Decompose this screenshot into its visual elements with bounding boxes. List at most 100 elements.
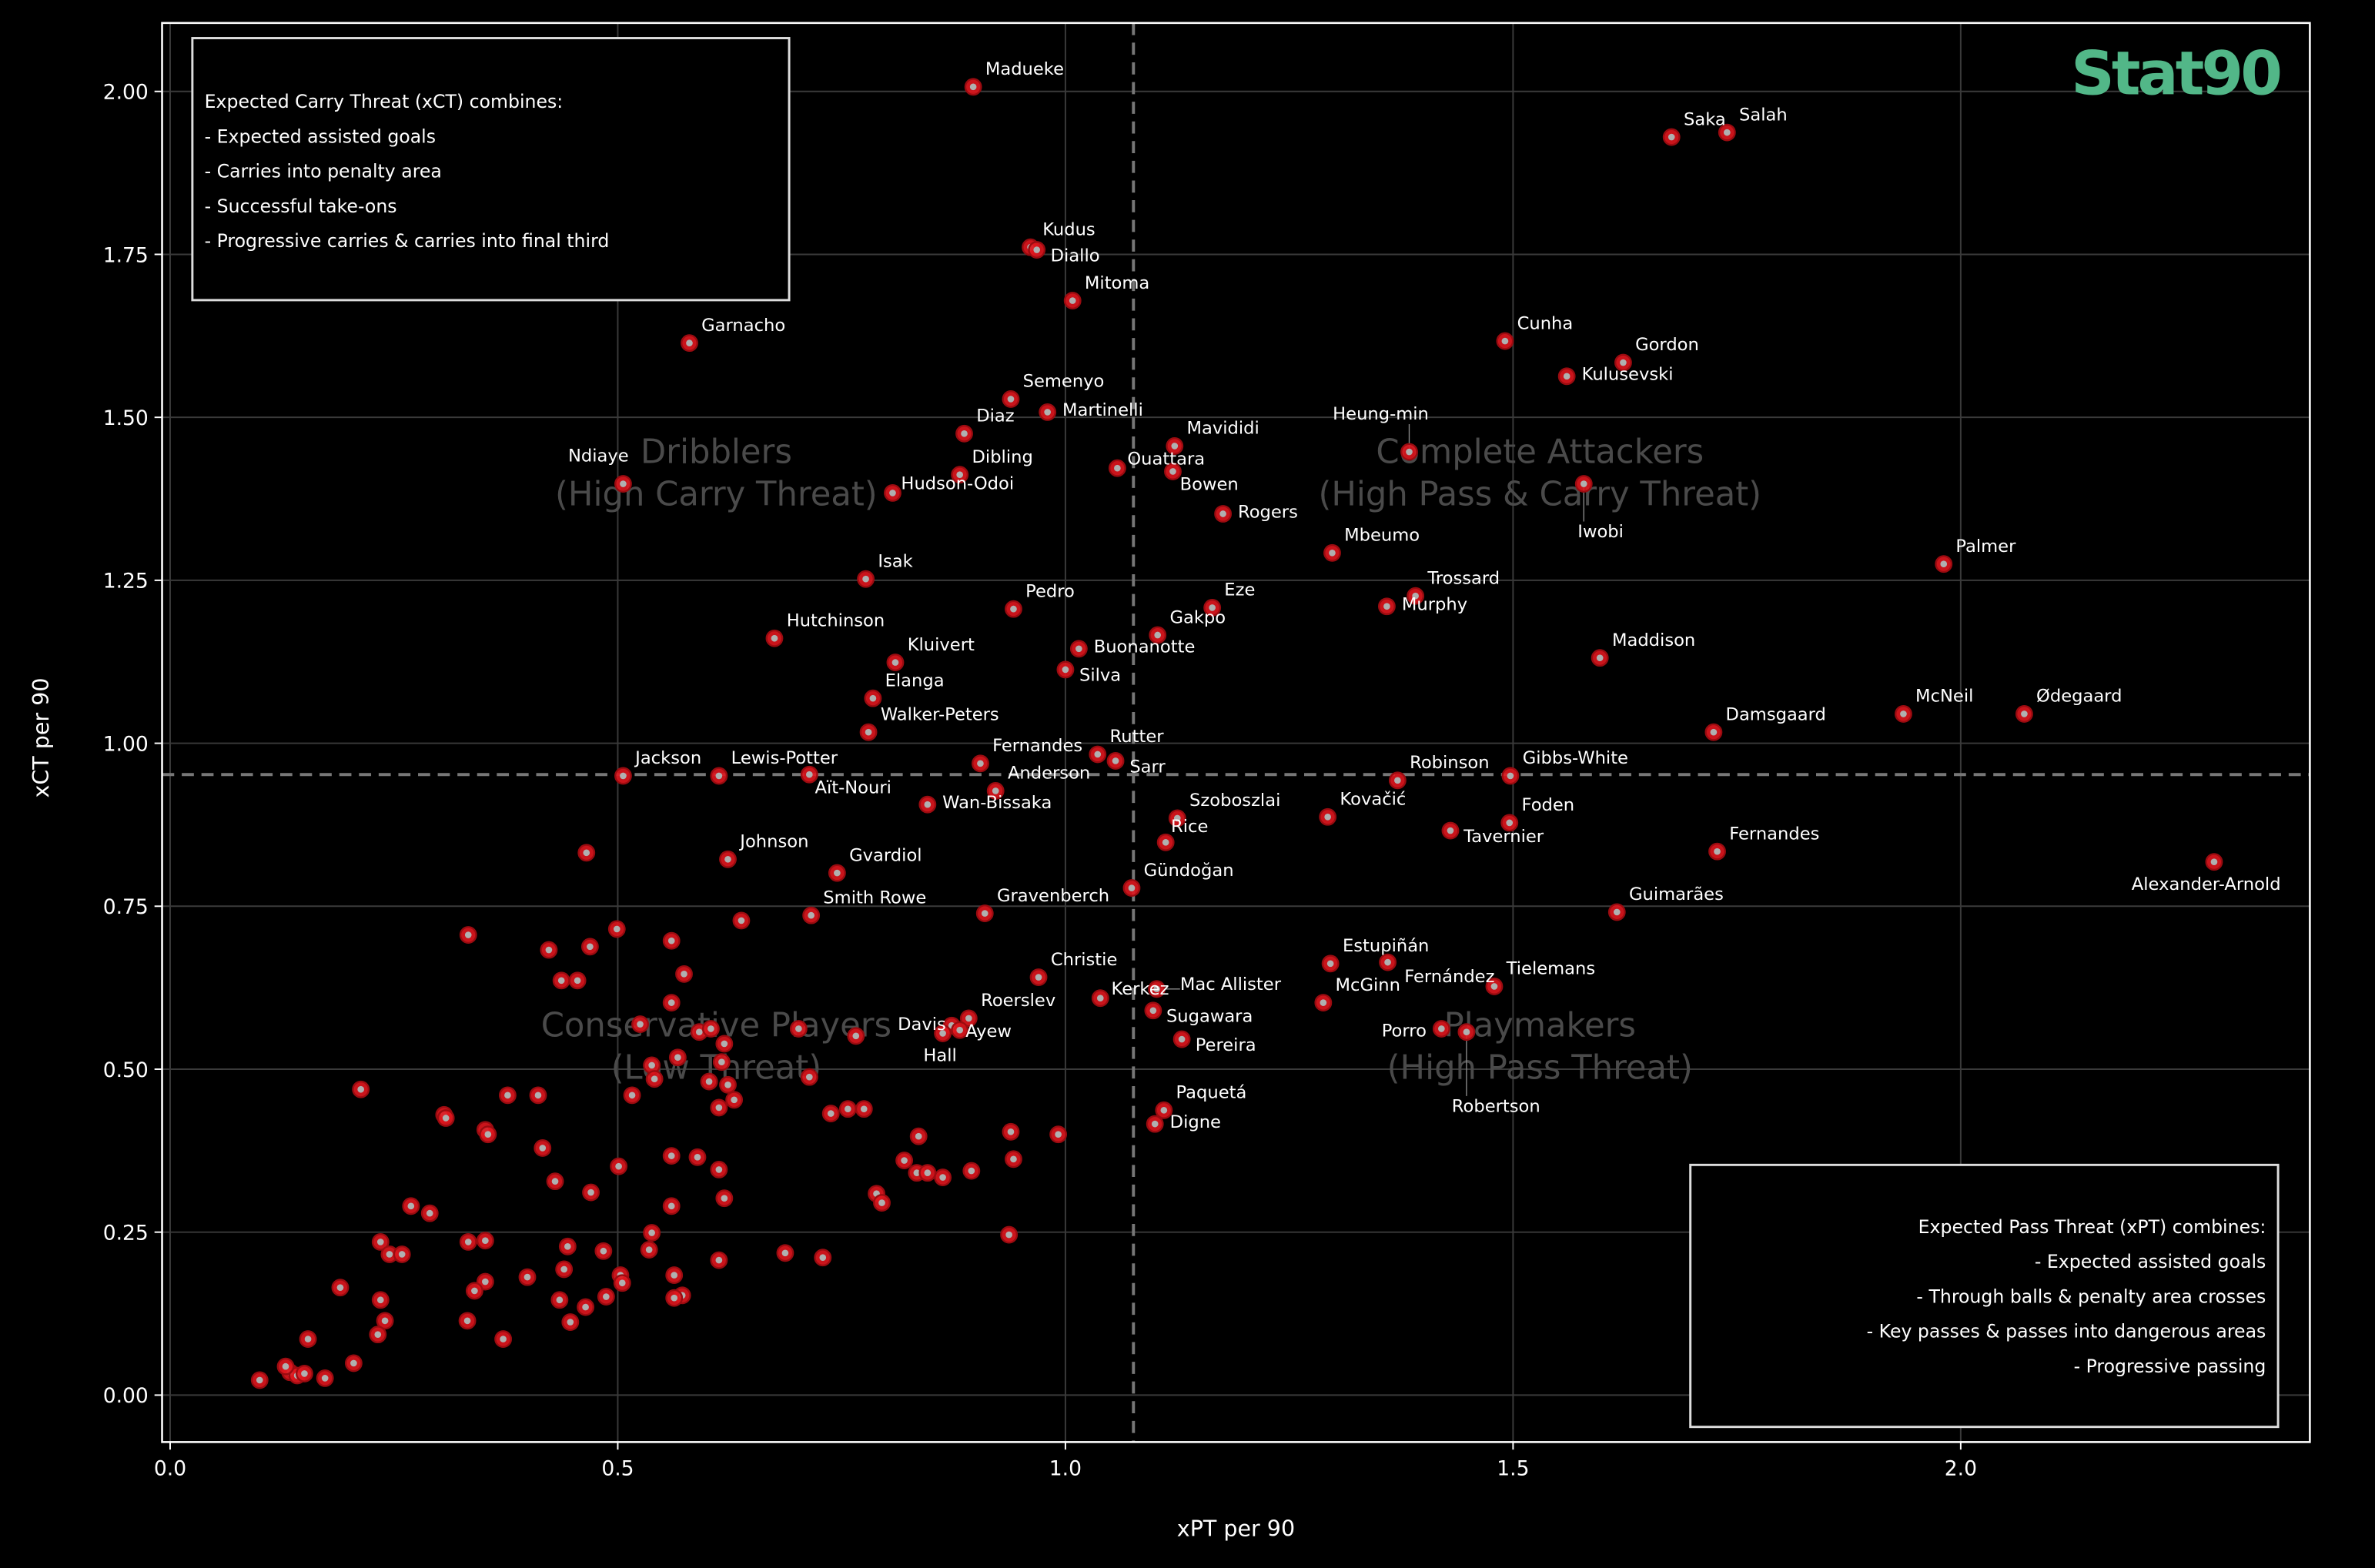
data-point [955, 424, 973, 443]
data-point [1591, 649, 1609, 667]
data-point [546, 1172, 564, 1191]
data-point [437, 1109, 455, 1127]
data-point [1002, 390, 1020, 408]
data-point [580, 938, 599, 956]
data-point [2015, 705, 2033, 723]
point-label: Sugawara [1166, 1007, 1253, 1027]
data-point [1203, 599, 1222, 617]
point-label: Johnson [738, 832, 808, 852]
point-label: Diaz [976, 406, 1014, 426]
data-point [540, 941, 558, 959]
point-label: Mac Allister [1180, 975, 1282, 995]
data-point [847, 1027, 865, 1045]
data-point [479, 1125, 497, 1144]
point-label: Semenyo [1023, 372, 1105, 392]
data-point [1172, 1030, 1191, 1048]
data-point [1089, 745, 1107, 764]
data-point [765, 629, 784, 647]
point-label: Hutchinson [787, 610, 885, 630]
data-point [732, 911, 751, 930]
quadrant-subtitle: (High Carry Threat) [555, 475, 878, 513]
point-label: Lewis-Potter [731, 748, 838, 768]
info-line: - Through balls & penalty area crosses [1916, 1285, 2266, 1307]
info-box-xct: Expected Carry Threat (xCT) combines: - … [191, 37, 791, 302]
data-point [909, 1127, 928, 1145]
point-label: Heung-min [1333, 404, 1429, 424]
data-point [344, 1354, 363, 1372]
data-point [986, 781, 1005, 800]
point-label: Gündoğan [1144, 861, 1234, 881]
data-point [821, 1105, 840, 1122]
data-point [719, 850, 737, 868]
data-point [1029, 968, 1048, 986]
data-point [715, 1189, 734, 1208]
point-label: McNeil [1915, 687, 1973, 707]
y-tick-label: 0.25 [103, 1222, 149, 1245]
point-label: Tielemans [1506, 959, 1596, 979]
data-point [700, 1072, 718, 1091]
data-point [1607, 903, 1626, 921]
data-point [701, 1020, 720, 1038]
data-point [884, 483, 901, 502]
data-point [1432, 1020, 1450, 1038]
data-point [1168, 809, 1186, 827]
x-tick-label: 0.5 [601, 1457, 634, 1481]
info-line: - Carries into penalty area [205, 161, 442, 182]
data-point [276, 1357, 295, 1376]
data-point [855, 1100, 873, 1118]
point-labels: Madueke Saka Salah Kudus Diallo Mitoma Garnach… [568, 59, 2281, 1132]
data-point [380, 1245, 399, 1263]
data-point [1314, 994, 1333, 1012]
point-label: Aït-Nouri [815, 777, 891, 797]
point-label: Gordon [1635, 335, 1699, 355]
data-point [665, 1289, 684, 1307]
data-point [2205, 853, 2223, 871]
data-point [459, 1232, 477, 1251]
point-label: Madueke [985, 59, 1064, 79]
data-point [712, 1053, 731, 1072]
data-point [1063, 292, 1082, 310]
data-point [1501, 767, 1520, 785]
data-point [529, 1086, 547, 1105]
point-label: Christie [1051, 950, 1118, 970]
point-label: McGinn [1336, 975, 1400, 995]
data-point [1662, 128, 1681, 146]
data-point [610, 1157, 628, 1175]
quadrant-title: Dribblers [641, 433, 792, 471]
quadrant-subtitle: (High Pass Threat) [1387, 1049, 1693, 1088]
point-label: Diallo [1051, 246, 1100, 266]
data-point [1708, 842, 1726, 861]
threshold-lines [162, 22, 2310, 1443]
data-point [1000, 1225, 1019, 1244]
point-label: Jackson [634, 748, 701, 768]
data-point [1091, 989, 1109, 1008]
data-point [458, 1312, 477, 1330]
data-point [1704, 723, 1723, 741]
point-label: Fernández [1404, 967, 1494, 987]
data-point [1407, 587, 1425, 605]
data-point [1106, 752, 1125, 770]
gridlines [162, 22, 2310, 1443]
point-label: Kulusevski [1582, 365, 1674, 385]
data-point [710, 767, 728, 785]
data-point [494, 1330, 513, 1348]
data-point [1574, 475, 1593, 493]
info-line: - Successful take-ons [205, 196, 397, 217]
data-point [710, 1160, 728, 1179]
data-point [1378, 597, 1396, 616]
data-point [802, 906, 821, 924]
point-label: Walker-Peters [881, 704, 999, 724]
data-point [568, 971, 587, 990]
quadrant-subtitle: (High Pass & Carry Threat) [1318, 475, 1761, 513]
data-point [662, 1197, 681, 1215]
info-line: Expected Carry Threat (xCT) combines: [205, 91, 564, 112]
data-point [577, 844, 596, 862]
data-point [1028, 241, 1046, 259]
data-point [719, 1075, 737, 1094]
point-label: Maddison [1612, 630, 1695, 650]
data-point [331, 1279, 350, 1297]
data-point [1321, 955, 1340, 973]
data-point [1002, 1122, 1020, 1141]
point-label: Sarr [1129, 757, 1166, 777]
